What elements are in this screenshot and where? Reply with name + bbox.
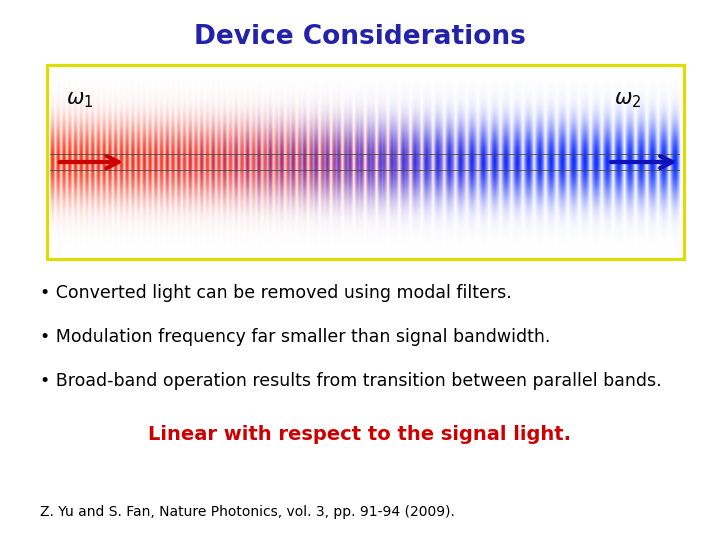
Text: $\omega_1$: $\omega_1$ [66, 90, 94, 110]
Text: • Broad-band operation results from transition between parallel bands.: • Broad-band operation results from tran… [40, 372, 661, 390]
Text: • Modulation frequency far smaller than signal bandwidth.: • Modulation frequency far smaller than … [40, 328, 550, 346]
Bar [47, 65, 684, 259]
Text: Z. Yu and S. Fan, Nature Photonics, vol. 3, pp. 91-94 (2009).: Z. Yu and S. Fan, Nature Photonics, vol.… [40, 505, 454, 519]
Text: Device Considerations: Device Considerations [194, 24, 526, 50]
Text: Linear with respect to the signal light.: Linear with respect to the signal light. [148, 425, 572, 444]
Text: • Converted light can be removed using modal filters.: • Converted light can be removed using m… [40, 284, 511, 301]
Text: $\omega_2$: $\omega_2$ [614, 90, 642, 110]
